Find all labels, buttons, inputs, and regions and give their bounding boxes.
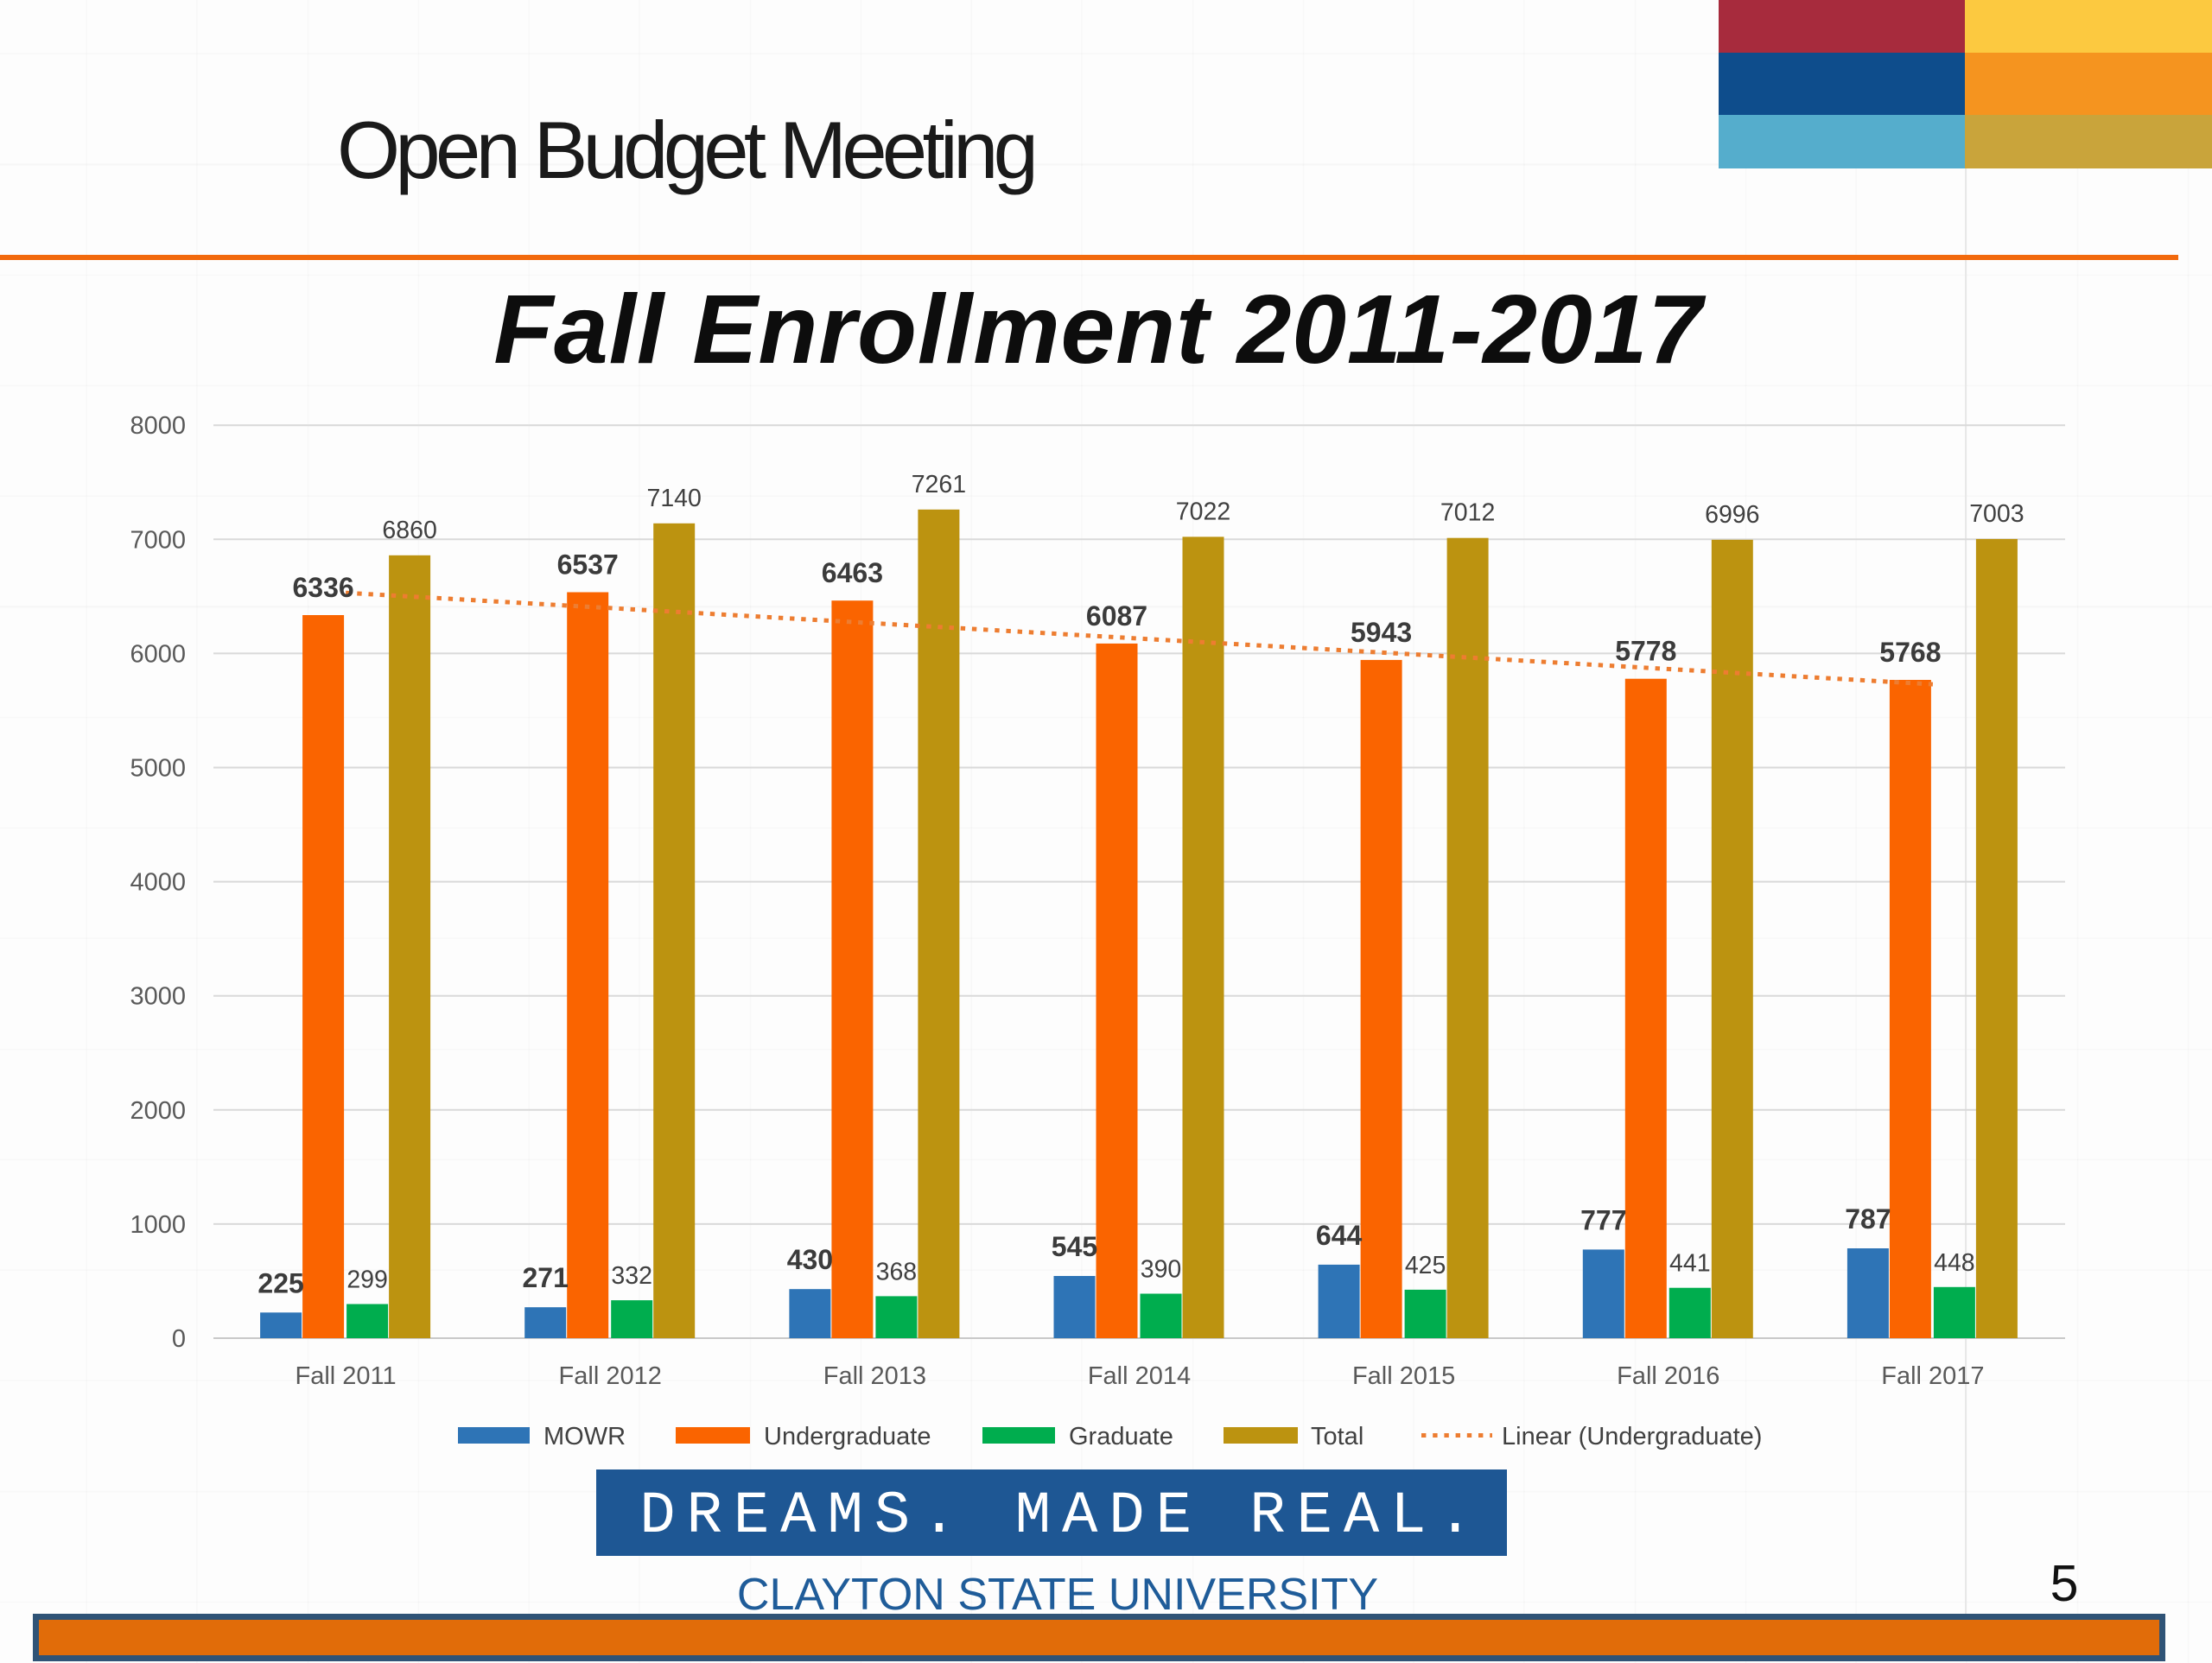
svg-text:7003: 7003 [1969, 500, 2024, 528]
svg-text:5778: 5778 [1615, 636, 1676, 667]
svg-text:Fall 2011: Fall 2011 [296, 1362, 397, 1390]
svg-text:787: 787 [1845, 1203, 1891, 1235]
svg-text:DREAMS. MADE REAL.: DREAMS. MADE REAL. [639, 1482, 1484, 1550]
svg-text:225: 225 [257, 1267, 303, 1298]
svg-text:299: 299 [346, 1266, 388, 1294]
svg-text:5943: 5943 [1351, 617, 1412, 648]
svg-text:8000: 8000 [130, 412, 186, 440]
svg-text:3000: 3000 [130, 983, 186, 1011]
svg-text:545: 545 [1052, 1231, 1097, 1262]
svg-text:Fall Enrollment 2011-2017: Fall Enrollment 2011-2017 [493, 275, 1707, 384]
svg-text:6000: 6000 [130, 640, 186, 668]
svg-text:MOWR: MOWR [543, 1423, 626, 1450]
svg-text:Undergraduate: Undergraduate [764, 1423, 931, 1450]
svg-text:425: 425 [1405, 1252, 1446, 1279]
svg-text:6860: 6860 [382, 517, 436, 544]
svg-text:Fall 2014: Fall 2014 [1088, 1362, 1191, 1390]
svg-text:6996: 6996 [1705, 501, 1759, 529]
svg-text:332: 332 [611, 1262, 652, 1290]
svg-text:CLAYTON STATE UNIVERSITY: CLAYTON STATE UNIVERSITY [737, 1570, 1378, 1620]
svg-text:Fall 2016: Fall 2016 [1617, 1362, 1719, 1390]
svg-text:2000: 2000 [130, 1097, 186, 1125]
svg-text:Fall 2015: Fall 2015 [1352, 1362, 1455, 1390]
svg-text:368: 368 [876, 1258, 918, 1285]
svg-text:7000: 7000 [130, 526, 186, 554]
svg-text:1000: 1000 [130, 1211, 186, 1239]
svg-text:Fall 2013: Fall 2013 [823, 1362, 926, 1390]
svg-text:5768: 5768 [1879, 637, 1941, 668]
svg-text:6463: 6463 [822, 557, 883, 588]
svg-text:Graduate: Graduate [1069, 1423, 1173, 1450]
svg-text:430: 430 [787, 1244, 833, 1275]
svg-text:5: 5 [2050, 1555, 2079, 1612]
svg-text:390: 390 [1141, 1256, 1182, 1284]
svg-text:271: 271 [523, 1262, 569, 1293]
svg-text:7012: 7012 [1440, 499, 1495, 527]
svg-text:Open Budget Meeting: Open Budget Meeting [337, 105, 1034, 195]
svg-text:441: 441 [1669, 1250, 1711, 1278]
svg-text:448: 448 [1934, 1249, 1975, 1277]
svg-text:Fall 2012: Fall 2012 [559, 1362, 662, 1390]
svg-text:4000: 4000 [130, 869, 186, 897]
svg-text:0: 0 [172, 1325, 186, 1353]
svg-text:6336: 6336 [293, 572, 354, 603]
svg-text:7140: 7140 [646, 485, 701, 512]
svg-text:644: 644 [1316, 1220, 1363, 1251]
svg-text:7022: 7022 [1176, 498, 1230, 525]
svg-text:Linear (Undergraduate): Linear (Undergraduate) [1502, 1423, 1762, 1450]
svg-text:7261: 7261 [912, 471, 966, 498]
svg-text:5000: 5000 [130, 755, 186, 783]
svg-text:6537: 6537 [557, 549, 619, 581]
svg-text:777: 777 [1580, 1204, 1626, 1235]
svg-text:6087: 6087 [1086, 600, 1147, 632]
svg-text:Total: Total [1311, 1423, 1363, 1450]
svg-text:Fall 2017: Fall 2017 [1881, 1362, 1984, 1390]
